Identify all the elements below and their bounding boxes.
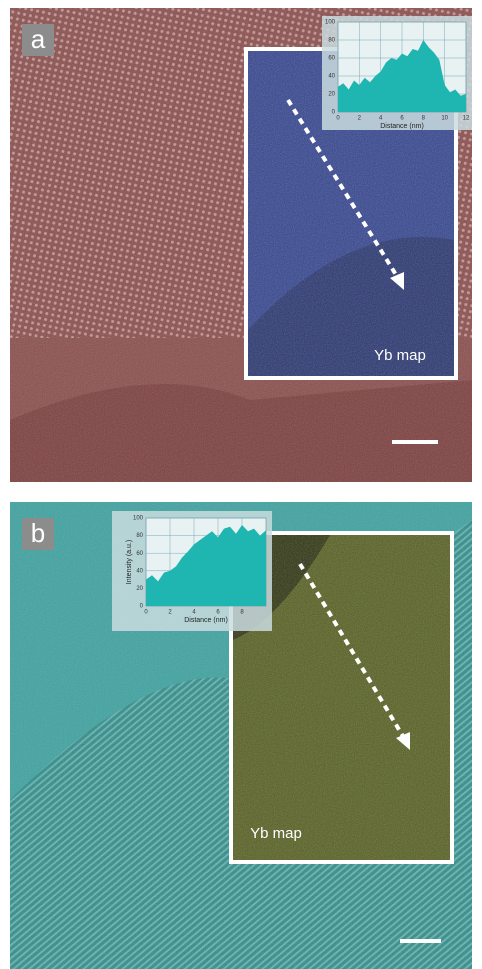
y-axis-label: Intensity (a.u.) (126, 540, 133, 584)
map-label: Yb map (250, 825, 302, 842)
map-label: Yb map (374, 347, 426, 364)
y-tick-label: 60 (136, 551, 143, 557)
y-tick-label: 60 (328, 56, 335, 62)
y-tick-label: 40 (328, 74, 335, 80)
figure: a Yb map b Yb map 020406080100024681012D… (0, 0, 482, 969)
y-tick-label: 80 (136, 533, 143, 539)
x-tick-label: 12 (463, 116, 470, 122)
x-axis-label: Distance (nm) (380, 123, 424, 130)
x-axis-label: Distance (nm) (184, 617, 228, 624)
y-tick-label: 80 (328, 38, 335, 44)
y-tick-label: 100 (133, 516, 144, 522)
y-tick-label: 20 (136, 586, 143, 592)
y-tick-label: 100 (325, 20, 336, 26)
panel-label: b (31, 518, 45, 548)
panel-label: a (31, 24, 46, 54)
x-tick-label: 10 (441, 116, 448, 122)
y-tick-label: 40 (136, 568, 143, 574)
y-tick-label: 20 (328, 92, 335, 98)
